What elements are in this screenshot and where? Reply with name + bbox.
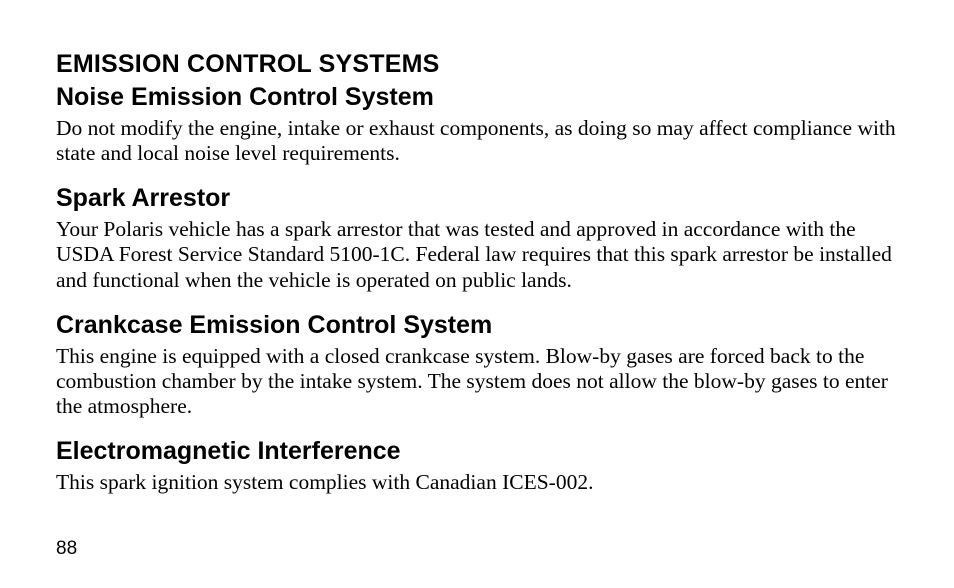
page-number: 88 (56, 538, 77, 560)
main-title: EMISSION CONTROL SYSTEMS (56, 50, 898, 79)
document-page: EMISSION CONTROL SYSTEMS Noise Emission … (0, 0, 954, 588)
section-body-electromagnetic: This spark ignition system complies with… (56, 470, 898, 495)
section-heading-noise-emission: Noise Emission Control System (56, 83, 898, 112)
section-body-crankcase: This engine is equipped with a closed cr… (56, 344, 898, 419)
section-heading-crankcase: Crankcase Emission Control System (56, 311, 898, 340)
section-heading-electromagnetic: Electromagnetic Interference (56, 437, 898, 466)
section-body-noise-emission: Do not modify the engine, intake or exha… (56, 116, 898, 166)
section-body-spark-arrestor: Your Polaris vehicle has a spark arresto… (56, 217, 898, 292)
section-heading-spark-arrestor: Spark Arrestor (56, 184, 898, 213)
